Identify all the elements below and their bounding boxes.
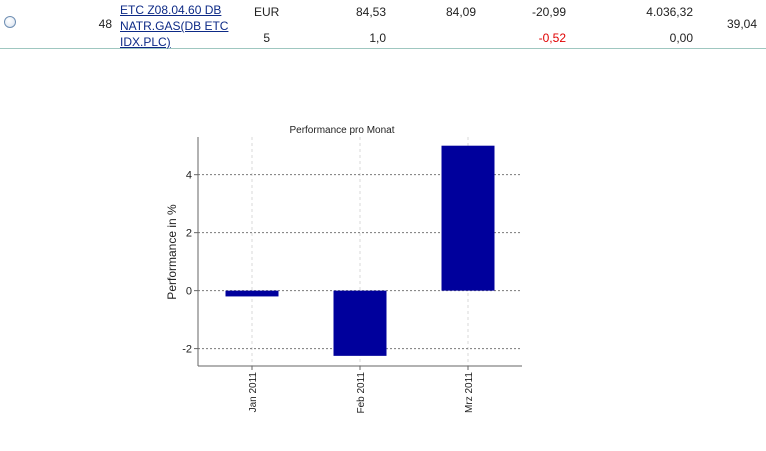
position-value-second: 0,00 [669, 31, 693, 45]
security-link[interactable]: ETC Z08.04.60 DB NATR.GAS(DB ETC IDX.PLC… [120, 3, 229, 49]
y-tick-label: -2 [182, 344, 192, 356]
change-absolute: -20,99 [531, 5, 566, 19]
chart-title: Performance pro Monat [289, 125, 394, 136]
currency: EUR [254, 5, 280, 19]
bar-mrz-2011 [441, 145, 495, 291]
position-number: 48 [98, 17, 112, 31]
bar-feb-2011 [333, 290, 387, 356]
factor: 1,0 [369, 31, 386, 45]
x-tick-label: Feb 2011 [356, 372, 367, 414]
position-value: 4.036,32 [646, 5, 693, 19]
x-tick-label: Mrz 2011 [464, 372, 475, 413]
y-tick-label: 4 [186, 170, 192, 182]
y-tick-label: 2 [186, 228, 192, 240]
quantity: 5 [263, 31, 270, 45]
y-axis-label: Performance in % [165, 204, 179, 300]
portfolio-row: 48 ETC Z08.04.60 DB NATR.GAS(DB ETC IDX.… [0, 0, 766, 49]
y-tick-label: 0 [186, 286, 192, 298]
price-other: 84,09 [445, 5, 476, 19]
bar-jan-2011 [225, 290, 279, 297]
x-tick-label: Jan 2011 [248, 372, 259, 413]
change-percent: -0,52 [538, 31, 566, 45]
row-select-radio[interactable] [4, 16, 16, 28]
price-current: 84,53 [355, 5, 386, 19]
portfolio-share: 39,04 [726, 17, 757, 31]
